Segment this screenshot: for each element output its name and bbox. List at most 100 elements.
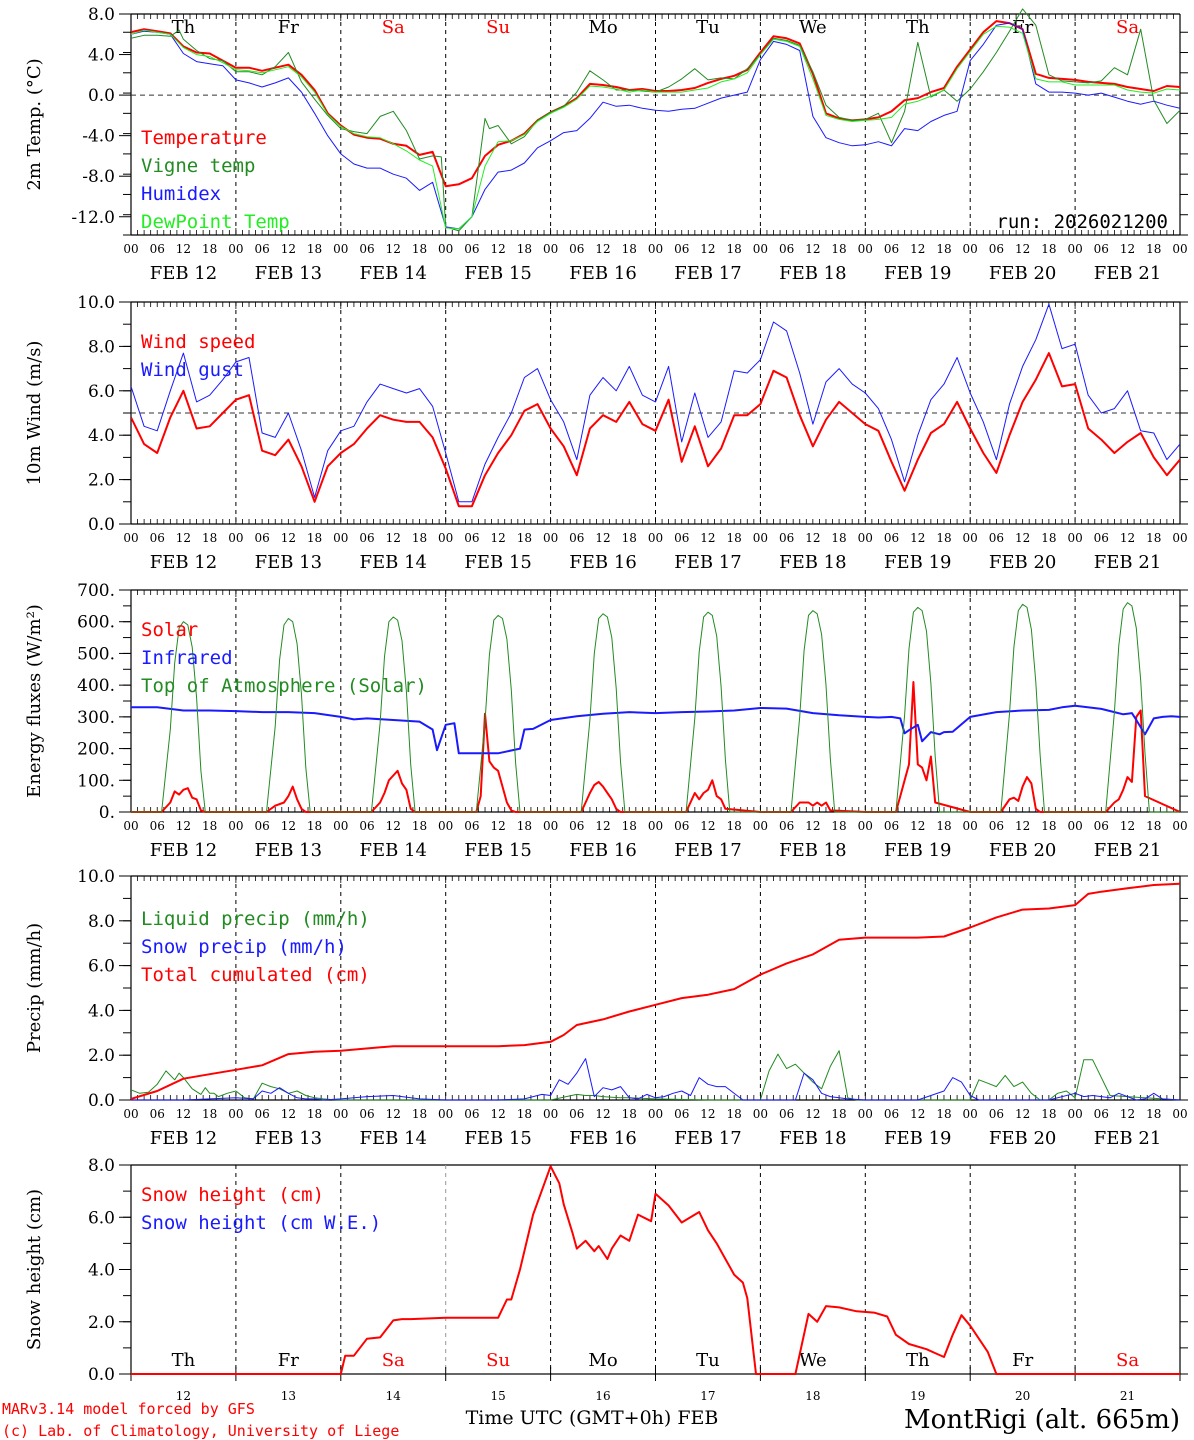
legend-entry: Solar bbox=[141, 619, 198, 641]
hour-tick-label: 06 bbox=[674, 819, 689, 833]
day-of-week-label: Th bbox=[906, 17, 930, 38]
hour-tick-label: 12 bbox=[595, 531, 610, 545]
x-axis-label: Time UTC (GMT+0h) FEB bbox=[466, 1407, 719, 1429]
y-tick-label: 600. bbox=[77, 613, 115, 633]
hour-tick-label: 06 bbox=[989, 1107, 1004, 1121]
legend-entry: Temperature bbox=[141, 127, 267, 149]
hour-tick-label: 00 bbox=[1172, 531, 1187, 545]
hour-tick-label: 00 bbox=[438, 819, 453, 833]
hour-tick-label: 00 bbox=[123, 1107, 138, 1121]
day-of-week-label: Th bbox=[906, 1350, 930, 1371]
hour-tick-label: 12 bbox=[176, 819, 191, 833]
y-tick-label: 300. bbox=[77, 708, 115, 728]
hour-tick-label: 00 bbox=[858, 1107, 873, 1121]
hour-tick-label: 06 bbox=[464, 242, 479, 256]
hour-tick-label: 12 bbox=[910, 242, 925, 256]
date-label: FEB 15 bbox=[464, 1128, 531, 1149]
hour-tick-label: 06 bbox=[359, 242, 374, 256]
hour-tick-label: 12 bbox=[700, 531, 715, 545]
hour-tick-label: 12 bbox=[805, 242, 820, 256]
date-label: FEB 20 bbox=[989, 1128, 1056, 1149]
date-label: FEB 13 bbox=[255, 552, 322, 573]
y-tick-label: 4.0 bbox=[88, 426, 115, 446]
y-tick-label: 4.0 bbox=[88, 1261, 115, 1281]
series-line-dewpoint-temp bbox=[131, 25, 1180, 230]
hour-tick-label: 18 bbox=[936, 819, 951, 833]
date-label: FEB 12 bbox=[150, 1128, 217, 1149]
hour-tick-label: 12 bbox=[1015, 819, 1030, 833]
hour-tick-label: 18 bbox=[727, 531, 742, 545]
hour-tick-label: 00 bbox=[753, 819, 768, 833]
day-of-week-label: We bbox=[799, 1350, 827, 1371]
hour-tick-label: 06 bbox=[150, 242, 165, 256]
hour-tick-label: 00 bbox=[543, 819, 558, 833]
hour-tick-label: 06 bbox=[779, 819, 794, 833]
hour-tick-label: 18 bbox=[831, 819, 846, 833]
hour-tick-label: 18 bbox=[517, 819, 532, 833]
legend-entry: Vigne temp bbox=[141, 155, 255, 177]
day-of-week-label: Fr bbox=[278, 1350, 299, 1371]
hour-tick-label: 18 bbox=[727, 242, 742, 256]
date-label: FEB 18 bbox=[779, 1128, 846, 1149]
hour-tick-label: 18 bbox=[831, 1107, 846, 1121]
copyright-credit: (c) Lab. of Climatology, University of L… bbox=[2, 1422, 399, 1440]
hour-tick-label: 06 bbox=[884, 819, 899, 833]
hour-tick-label: 18 bbox=[831, 531, 846, 545]
y-tick-label: 8.0 bbox=[88, 912, 115, 932]
y-tick-label: 8.0 bbox=[88, 5, 115, 25]
hour-tick-label: 06 bbox=[989, 242, 1004, 256]
hour-tick-label: 00 bbox=[1172, 819, 1187, 833]
model-credit: MARv3.14 model forced by GFS bbox=[2, 1400, 255, 1418]
y-tick-label: 2.0 bbox=[88, 471, 115, 491]
hour-tick-label: 12 bbox=[281, 531, 296, 545]
hour-tick-label: 12 bbox=[910, 531, 925, 545]
hour-tick-label: 12 bbox=[595, 819, 610, 833]
hour-tick-label: 06 bbox=[989, 531, 1004, 545]
hour-tick-label: 00 bbox=[228, 242, 243, 256]
hour-tick-label: 18 bbox=[202, 819, 217, 833]
hour-tick-label: 00 bbox=[858, 242, 873, 256]
y-tick-label: -12.0 bbox=[71, 208, 115, 228]
hour-tick-label: 00 bbox=[1067, 531, 1082, 545]
date-label: FEB 19 bbox=[884, 840, 951, 861]
hour-tick-label: 00 bbox=[543, 242, 558, 256]
y-tick-label: 8.0 bbox=[88, 337, 115, 357]
legend-entry: Total cumulated (cm) bbox=[141, 964, 370, 986]
date-label: FEB 12 bbox=[150, 263, 217, 284]
series-line-wind-gust bbox=[131, 303, 1180, 503]
day-number-label: 16 bbox=[595, 1389, 610, 1403]
hour-tick-label: 12 bbox=[386, 242, 401, 256]
hour-tick-label: 00 bbox=[648, 1107, 663, 1121]
hour-tick-label: 00 bbox=[648, 242, 663, 256]
hour-tick-label: 12 bbox=[281, 242, 296, 256]
hour-tick-label: 12 bbox=[491, 1107, 506, 1121]
date-label: FEB 18 bbox=[779, 263, 846, 284]
panel-energy: 00 06 12 18 00 06 12 18 00 06 12 18 00 06 12 18 00 06 12 18… bbox=[24, 581, 1188, 861]
hour-tick-label: 00 bbox=[1172, 1107, 1187, 1121]
hour-tick-label: 00 bbox=[123, 242, 138, 256]
hour-tick-label: 00 bbox=[333, 819, 348, 833]
hour-tick-label: 00 bbox=[228, 1107, 243, 1121]
y-axis-label: Snow height (cm) bbox=[24, 1189, 45, 1350]
hour-tick-label: 00 bbox=[438, 242, 453, 256]
date-label: FEB 16 bbox=[569, 840, 636, 861]
date-label: FEB 21 bbox=[1094, 1128, 1161, 1149]
hour-tick-label: 00 bbox=[963, 819, 978, 833]
y-tick-label: 100. bbox=[77, 771, 115, 791]
series-line-humidex bbox=[131, 22, 1180, 230]
hour-tick-label: 12 bbox=[1120, 819, 1135, 833]
hour-tick-label: 18 bbox=[622, 819, 637, 833]
hour-tick-label: 00 bbox=[648, 531, 663, 545]
y-tick-label: 700. bbox=[77, 581, 115, 601]
date-label: FEB 17 bbox=[674, 263, 741, 284]
date-label: FEB 18 bbox=[779, 552, 846, 573]
date-label: FEB 16 bbox=[569, 263, 636, 284]
hour-tick-label: 12 bbox=[386, 1107, 401, 1121]
hour-tick-label: 00 bbox=[1172, 242, 1187, 256]
date-label: FEB 13 bbox=[255, 263, 322, 284]
hour-tick-label: 06 bbox=[359, 1107, 374, 1121]
day-of-week-label: We bbox=[799, 17, 827, 38]
day-of-week-label: Th bbox=[172, 1350, 196, 1371]
hour-tick-label: 12 bbox=[805, 819, 820, 833]
